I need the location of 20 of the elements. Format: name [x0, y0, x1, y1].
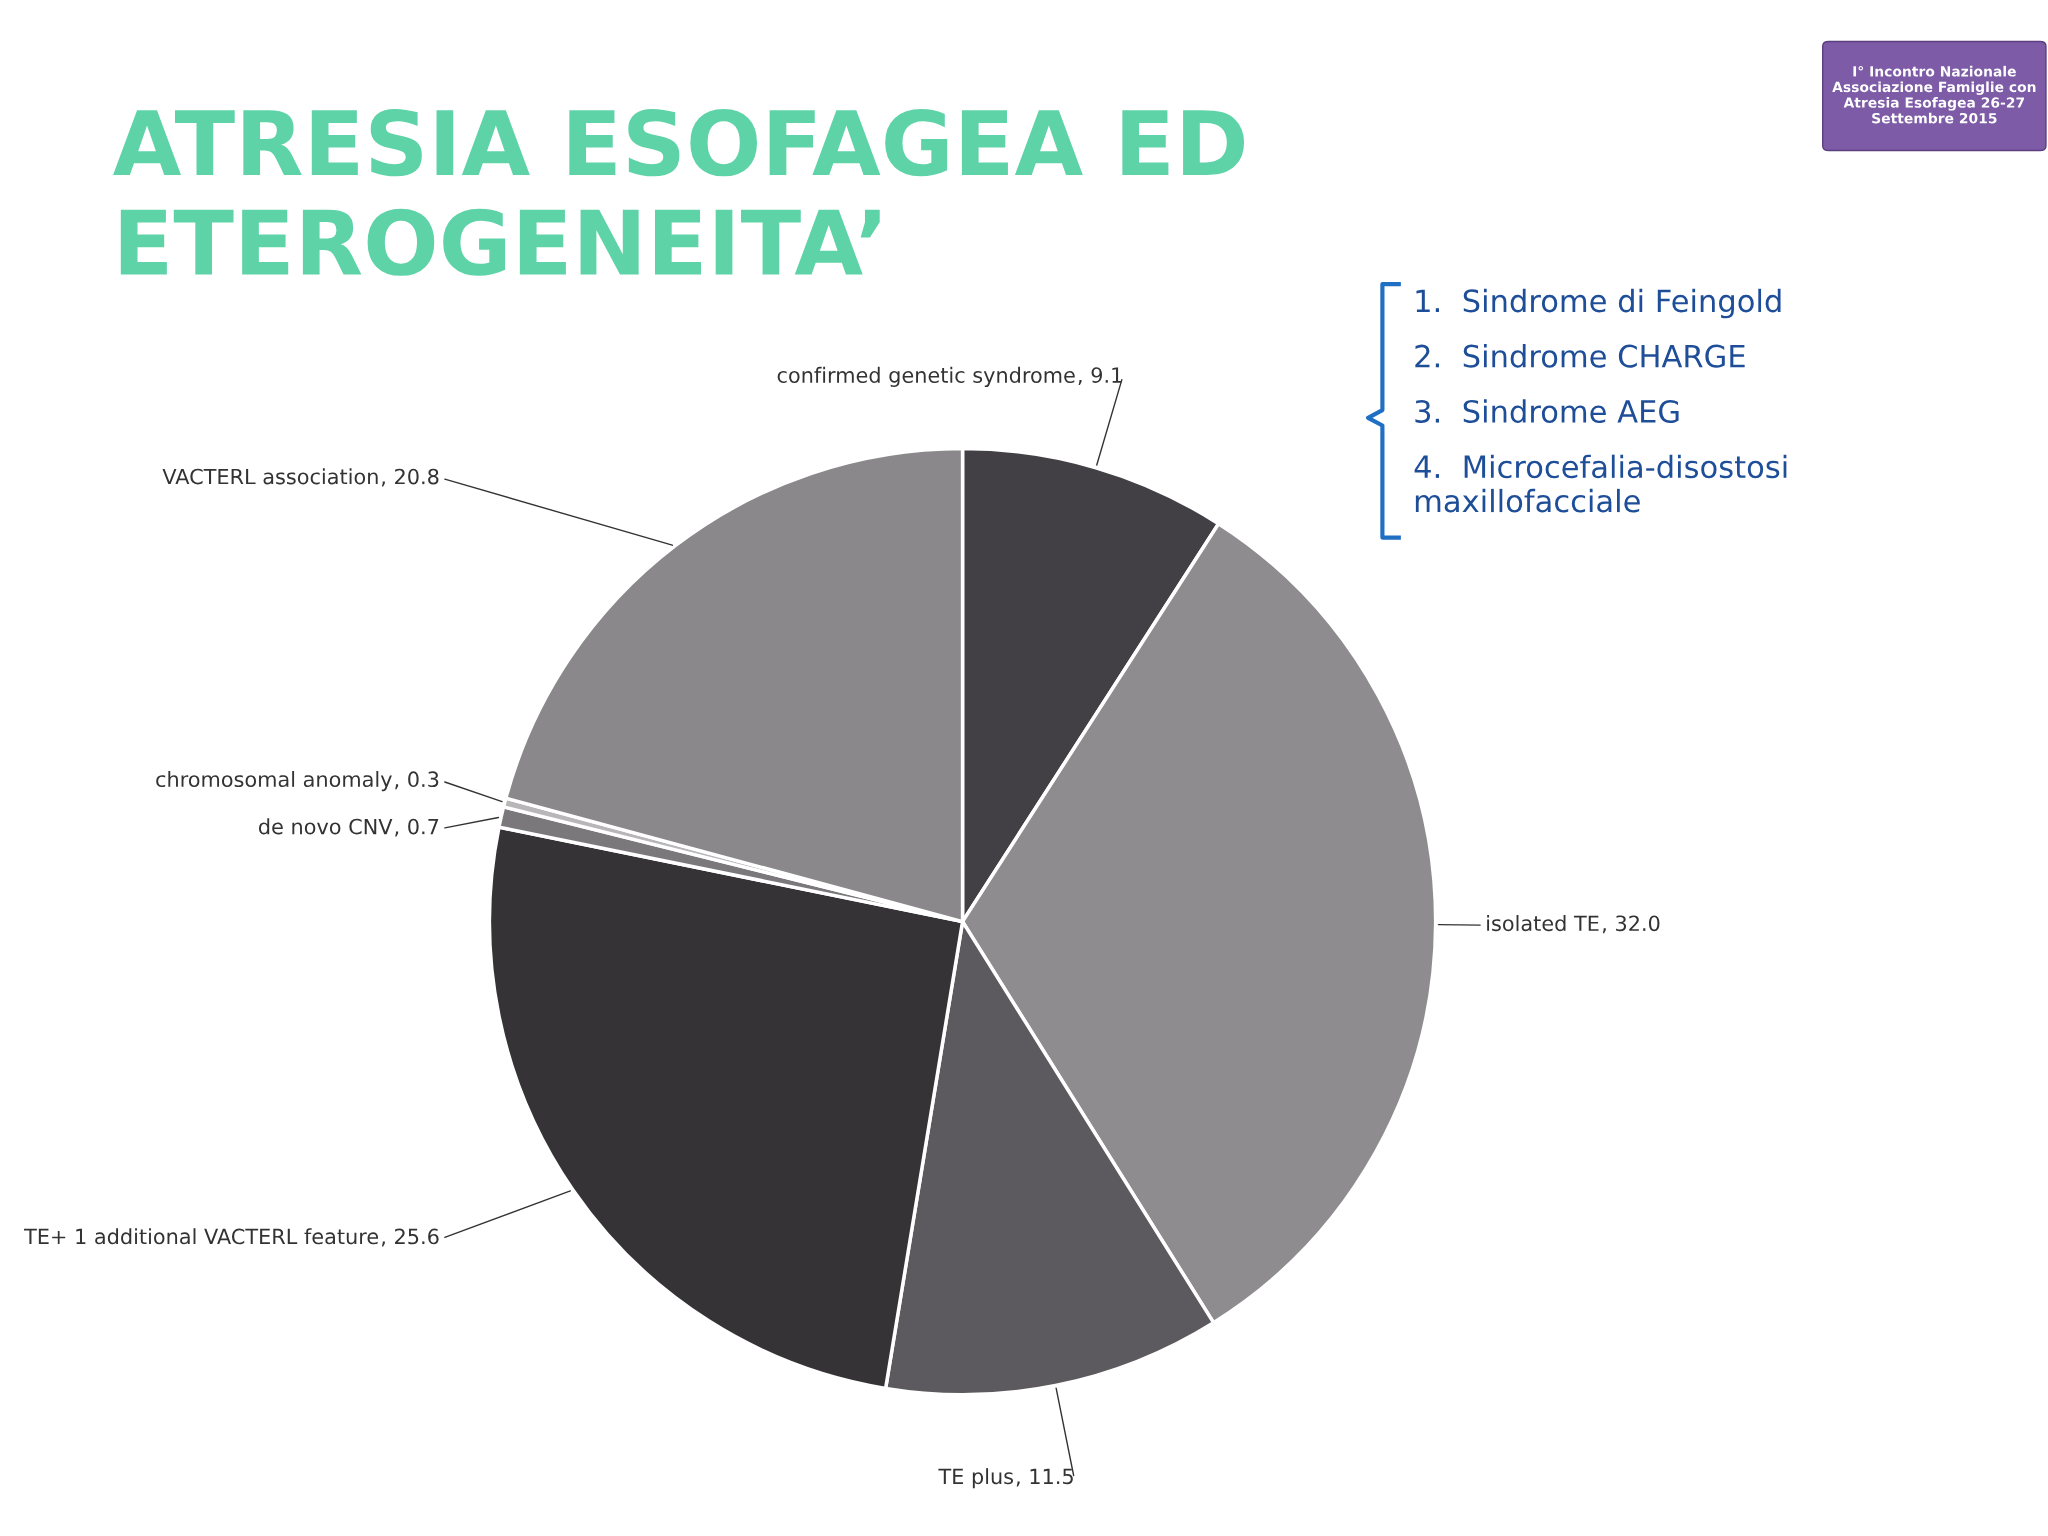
slice-label: confirmed genetic syndrome — [777, 366, 1075, 388]
slice-label: TE plus — [938, 1468, 1014, 1489]
text: 3. Sindrome AEG — [1415, 399, 1679, 424]
text: I° Incontro Nazionale Associazione Famiglie con Atresia Esofagea 26-27 Settembre 2015 — [1832, 65, 2036, 124]
data-label: , 11.5 — [1016, 1468, 1073, 1487]
slice-label: chromosomal anomaly — [156, 770, 392, 792]
data-label: , 32.0 — [1602, 915, 1660, 934]
slice-label: VACTERL association — [162, 468, 378, 485]
text: 4. Microcefalia-disostosi maxillofacciale — [1414, 454, 1787, 513]
data-label: , 0.7 — [395, 818, 439, 837]
text: 2. Sindrome CHARGE — [1415, 344, 1745, 368]
data-label: , 20.8 — [381, 468, 439, 487]
data-label: , 25.6 — [381, 1228, 439, 1247]
data-label: , 0.3 — [395, 771, 439, 790]
chart-title: ATRESIA ESOFAGEA ED ETEROGENEITA’ — [113, 109, 1245, 276]
data-label: , 9.1 — [1078, 367, 1122, 386]
text: 1. Sindrome di Feingold — [1416, 288, 1781, 319]
slice-label: isolated TE — [1487, 915, 1599, 932]
slice-label: TE+ 1 additional VACTERL feature — [24, 1228, 379, 1245]
slice-label: de novo CNV — [258, 818, 393, 835]
